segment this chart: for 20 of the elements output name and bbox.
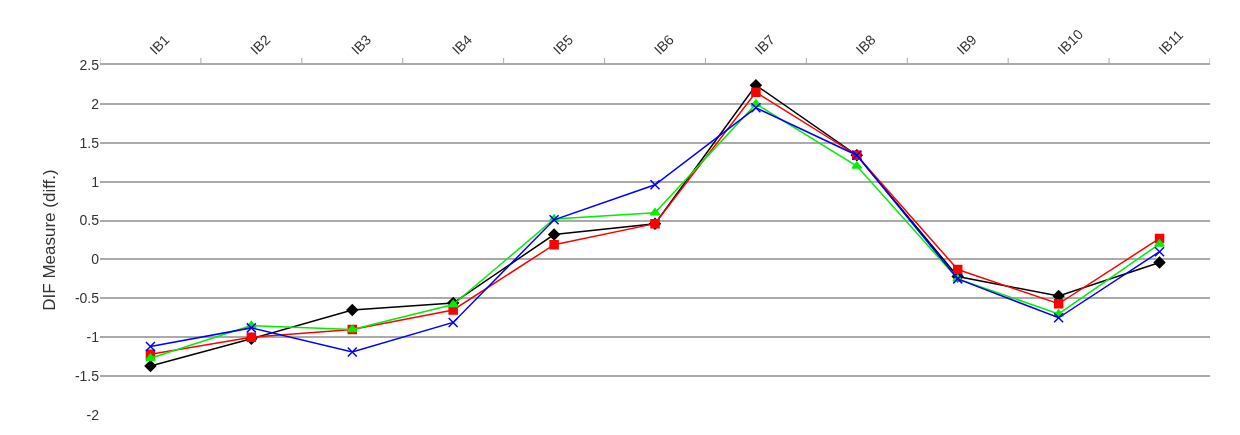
x-tick-label: IB4 — [448, 31, 476, 58]
y-tick-label: 0.5 — [79, 212, 100, 229]
x-tick-label: IB8 — [852, 31, 879, 58]
y-tick-label: 0 — [91, 251, 100, 268]
y-tick-label: -1 — [86, 329, 100, 346]
x-tick-label: IB3 — [348, 31, 375, 58]
x-tick-label: IB7 — [751, 31, 778, 58]
y-tick-label: 2 — [91, 95, 100, 112]
x-tick-label: IB1 — [146, 31, 173, 58]
x-tick-label: IB6 — [650, 31, 678, 58]
y-axis-title: DIF Measure (diff.) — [40, 169, 60, 311]
y-tick-label: 1.5 — [79, 134, 100, 151]
y-tick-label: 1 — [91, 173, 100, 190]
x-tick-label: IB2 — [247, 31, 274, 58]
x-tick-label: IB5 — [549, 31, 577, 58]
y-tick-label: -0.5 — [74, 290, 100, 307]
y-tick-label: -1.5 — [74, 368, 100, 385]
y-tick-label: -2 — [86, 406, 100, 423]
y-tick-label: 2.5 — [79, 56, 100, 73]
x-tick-label: IB9 — [953, 31, 980, 58]
